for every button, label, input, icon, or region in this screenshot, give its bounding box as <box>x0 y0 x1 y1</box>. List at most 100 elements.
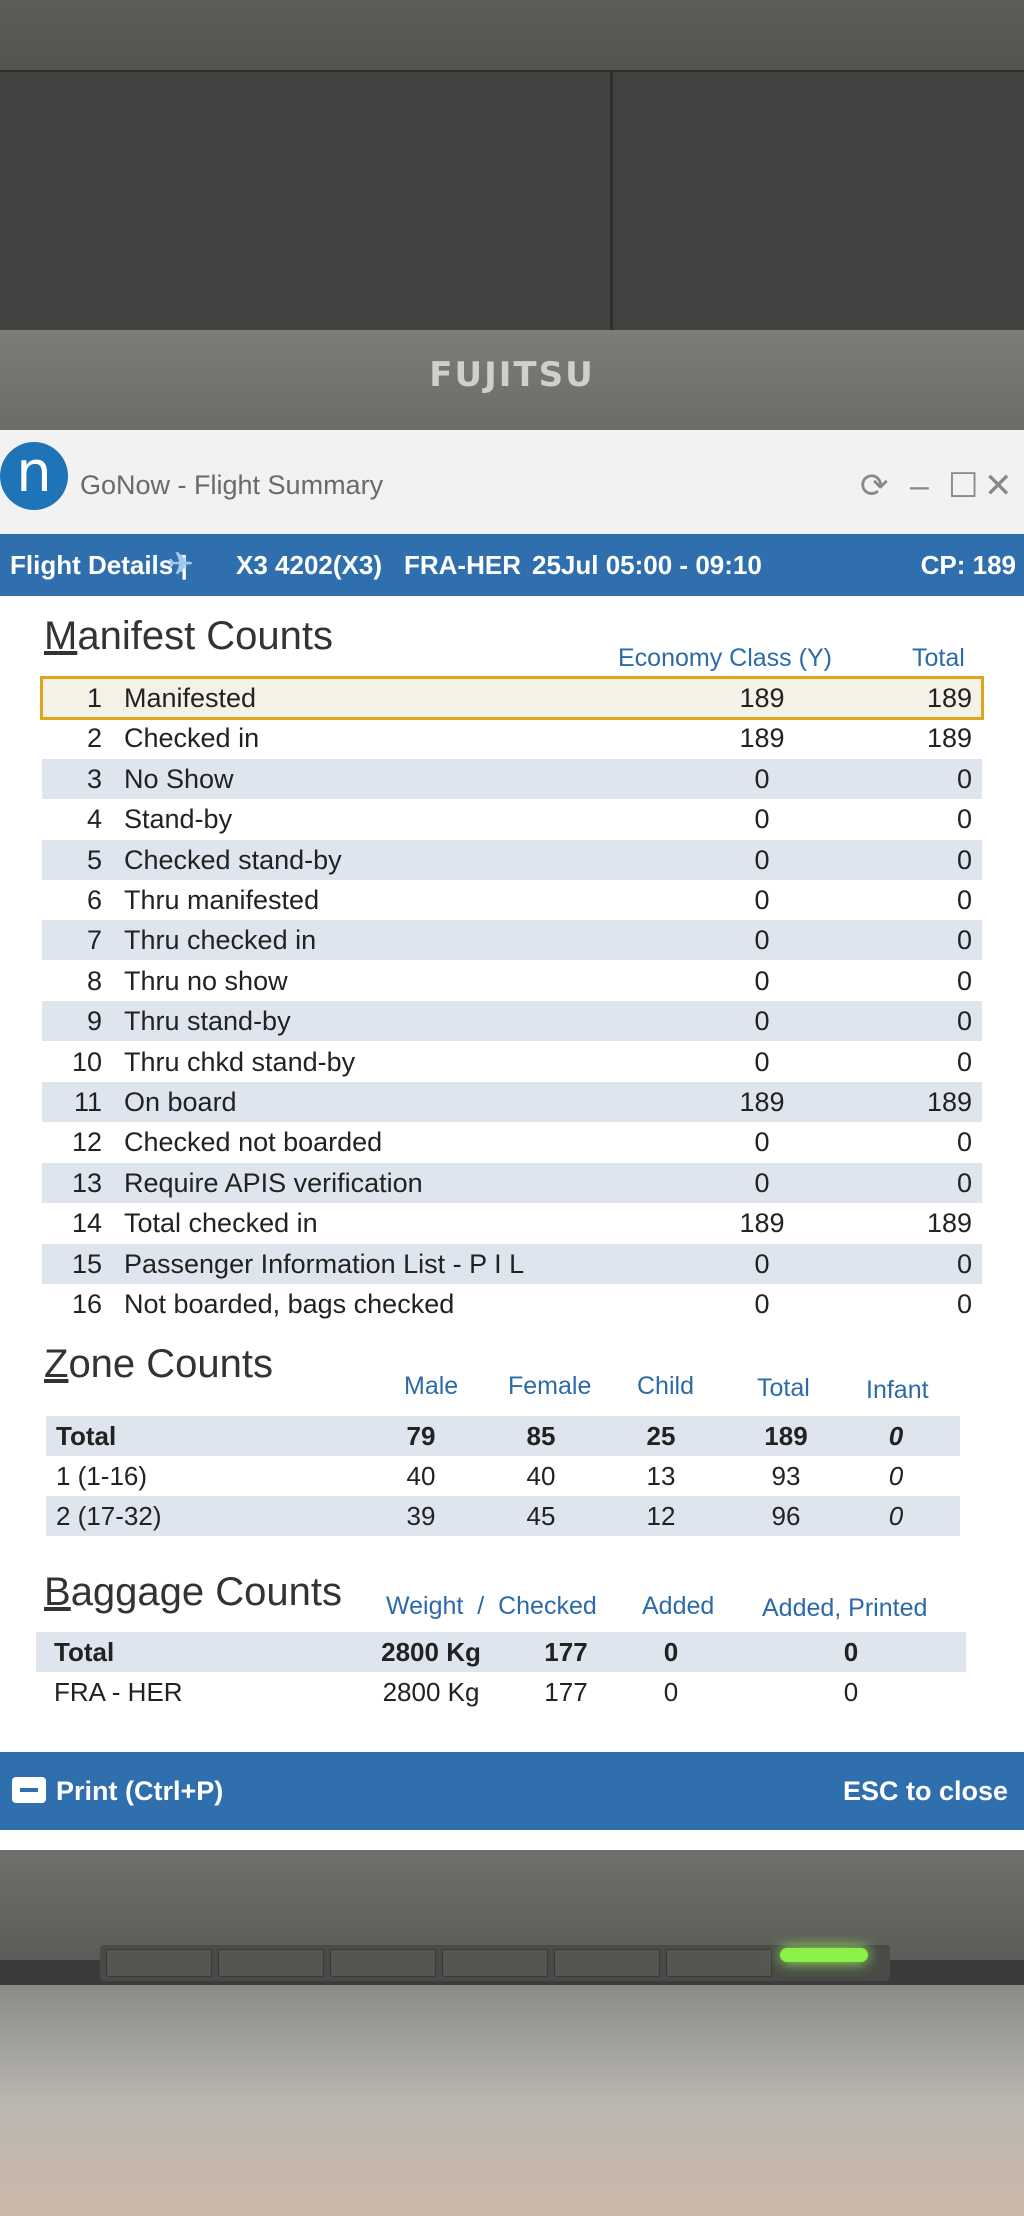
window-title: GoNow - Flight Summary <box>80 470 384 500</box>
economy-value: 0 <box>754 763 770 794</box>
manifest-row[interactable]: 15 Passenger Information List - P I L 0 0 <box>42 1243 982 1284</box>
close-icon[interactable]: ✕ <box>984 467 1013 505</box>
capacity-count: CP: 189 <box>920 550 1016 580</box>
economy-value: 0 <box>754 1127 770 1158</box>
total-value: 0 <box>956 804 972 835</box>
added-printed-value: 0 <box>843 1677 859 1707</box>
manifest-row[interactable]: 3 No Show 0 0 <box>42 758 982 799</box>
male-value: 40 <box>406 1461 436 1491</box>
economy-value: 189 <box>739 723 785 754</box>
added-value: 0 <box>663 1637 679 1667</box>
monitor-bezel-top <box>0 330 1024 430</box>
manifest-row[interactable]: 9 Thru stand-by 0 0 <box>42 1001 982 1042</box>
total-value: 189 <box>926 1208 972 1239</box>
manifest-row[interactable]: 6 Thru manifested 0 0 <box>42 880 982 920</box>
manifest-row[interactable]: 16 Not boarded, bags checked 0 0 <box>42 1284 982 1324</box>
total-value: 0 <box>956 1167 972 1198</box>
zone-row[interactable]: 2 (17-32) 39 45 12 96 0 <box>46 1496 960 1536</box>
monitor-brand-logo: FUJITSU <box>429 355 595 395</box>
row-number: 11 <box>73 1087 102 1117</box>
total-value: 189 <box>926 683 972 713</box>
manifest-row[interactable]: 5 Checked stand-by 0 0 <box>42 839 982 880</box>
maximize-icon[interactable]: ☐ <box>948 467 979 505</box>
row-number: 15 <box>71 1248 102 1279</box>
child-value: 12 <box>646 1501 676 1531</box>
col-header-infant: Infant <box>866 1376 929 1404</box>
economy-value: 189 <box>739 1087 785 1117</box>
child-value: 25 <box>646 1421 676 1451</box>
manifest-row[interactable]: 14 Total checked in 189 189 <box>42 1203 982 1243</box>
flight-summary-window: n GoNow - Flight Summary ⟳ – ☐ ✕ Flight … <box>0 430 1024 1850</box>
row-label: Manifested <box>124 683 257 713</box>
print-button-label: Print (Ctrl+P) <box>56 1776 224 1806</box>
manifest-title-accelerator: M <box>44 614 78 658</box>
baggage-row[interactable]: Total 2800 Kg 177 0 0 <box>36 1632 966 1672</box>
zone-title-rest: one Counts <box>68 1342 274 1386</box>
row-label: Thru manifested <box>124 885 320 915</box>
manifest-row[interactable]: 2 Checked in 189 189 <box>42 718 982 758</box>
row-number: 9 <box>86 1006 102 1037</box>
zone-total-value: 189 <box>764 1421 808 1451</box>
manifest-row[interactable]: 7 Thru checked in 0 0 <box>42 920 982 961</box>
monitor-button <box>106 1949 212 1977</box>
row-label: Checked in <box>124 723 260 754</box>
manifest-row[interactable]: 1 Manifested 189 189 <box>40 676 984 720</box>
row-label: Total checked in <box>124 1208 318 1239</box>
zone-title-accelerator: Z <box>44 1342 69 1386</box>
footer-bar: Print (Ctrl+P) ESC to close <box>0 1752 1024 1830</box>
total-value: 0 <box>956 1006 972 1037</box>
col-header-weight-checked: Weight / Checked <box>386 1592 597 1620</box>
zone-label: 1 (1-16) <box>56 1461 148 1491</box>
esc-close-button[interactable]: ESC to close <box>842 1776 1008 1806</box>
zone-total-value: 96 <box>771 1501 801 1531</box>
female-value: 40 <box>526 1461 556 1491</box>
minimize-icon[interactable]: – <box>910 467 929 505</box>
weight-value: 2800 Kg <box>382 1677 480 1707</box>
economy-value: 0 <box>754 1248 770 1279</box>
monitor-button <box>666 1949 772 1977</box>
zone-row[interactable]: 1 (1-16) 40 40 13 93 0 <box>46 1456 960 1496</box>
row-number: 10 <box>71 1046 102 1077</box>
manifest-row[interactable]: 8 Thru no show 0 0 <box>42 961 982 1001</box>
row-number: 13 <box>71 1167 102 1198</box>
checked-value: 177 <box>544 1637 588 1667</box>
economy-value: 0 <box>754 965 770 996</box>
col-header-male: Male <box>404 1372 459 1400</box>
gonow-logo-icon: n <box>0 442 68 510</box>
background-panel <box>0 70 1024 332</box>
total-value: 189 <box>926 723 972 754</box>
printer-icon <box>12 1776 46 1803</box>
row-number: 1 <box>86 683 102 713</box>
manifest-row[interactable]: 4 Stand-by 0 0 <box>42 799 982 839</box>
row-number: 5 <box>86 844 102 875</box>
flight-schedule: 25Jul 05:00 - 09:10 <box>532 550 762 580</box>
col-header-child: Child <box>637 1372 694 1400</box>
manifest-row[interactable]: 10 Thru chkd stand-by 0 0 <box>42 1042 982 1082</box>
print-button[interactable]: Print (Ctrl+P) <box>12 1752 223 1830</box>
airplane-icon: ✈ <box>168 548 194 581</box>
manifest-title-rest: anifest Counts <box>77 614 334 658</box>
economy-value: 0 <box>754 1046 770 1077</box>
window-controls: ⟳ – ☐ ✕ <box>860 466 1020 506</box>
row-label: Checked stand-by <box>124 844 342 875</box>
flight-number: X3 4202(X3) <box>236 550 382 580</box>
row-number: 14 <box>71 1208 102 1239</box>
total-value: 0 <box>956 1289 972 1319</box>
total-value: 0 <box>956 763 972 794</box>
flight-route: FRA-HER <box>404 550 521 580</box>
baggage-row[interactable]: FRA - HER 2800 Kg 177 0 0 <box>36 1672 966 1712</box>
manifest-row[interactable]: 13 Require APIS verification 0 0 <box>42 1162 982 1203</box>
panel-seam <box>610 72 613 332</box>
baggage-counts-title: Baggage Counts <box>44 1570 342 1615</box>
refresh-icon[interactable]: ⟳ <box>860 467 889 505</box>
manifest-row[interactable]: 11 On board 189 189 <box>42 1082 982 1122</box>
total-value: 0 <box>956 1248 972 1279</box>
manifest-row[interactable]: 12 Checked not boarded 0 0 <box>42 1122 982 1162</box>
monitor-button <box>554 1949 660 1977</box>
col-header-zone-total: Total <box>757 1374 810 1402</box>
row-label: Thru checked in <box>124 925 317 956</box>
total-value: 0 <box>956 1127 972 1158</box>
zone-label: 2 (17-32) <box>56 1501 162 1531</box>
row-number: 3 <box>86 763 102 794</box>
zone-row[interactable]: Total 79 85 25 189 0 <box>46 1416 960 1456</box>
